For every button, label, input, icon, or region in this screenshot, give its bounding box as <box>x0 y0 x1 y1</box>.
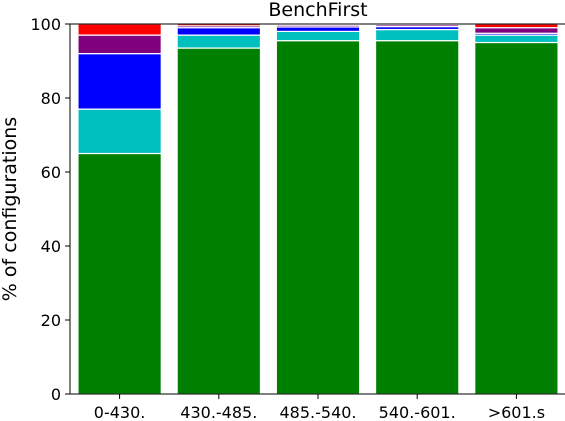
y-tick-label-4: 80 <box>41 89 61 108</box>
plot-frame <box>69 23 565 395</box>
x-tick-label-0: 0-430. <box>94 403 146 421</box>
bar-segment-1-1 <box>176 34 262 49</box>
chart-title: BenchFirst <box>268 0 367 21</box>
bar-segment-2-0 <box>275 40 361 395</box>
bar-segment-1-0 <box>176 47 262 395</box>
bar-segment-4-1 <box>474 34 559 44</box>
bar-segment-4-4 <box>474 23 559 29</box>
bar-segment-1-2 <box>176 27 262 36</box>
bars-group <box>77 23 559 395</box>
bar-segment-0-4 <box>77 23 162 36</box>
y-ticks-group: 0 20 40 60 80 100 <box>30 15 70 404</box>
y-tick-label-0: 0 <box>51 385 61 404</box>
x-tick-label-3: 540.-601. <box>379 403 456 421</box>
x-tick-label-4: >601.s <box>488 403 545 421</box>
y-tick-label-5: 100 <box>30 15 61 34</box>
x-tick-label-2: 485.-540. <box>279 403 356 421</box>
x-tick-label-1: 430.-485. <box>180 403 257 421</box>
bar-segment-4-3 <box>474 27 559 34</box>
bar-segment-0-0 <box>77 152 162 395</box>
bar-segment-0-1 <box>77 108 162 155</box>
bar-segment-3-1 <box>374 28 460 42</box>
bar-segment-0-2 <box>77 52 162 110</box>
bar-segment-2-1 <box>275 30 361 42</box>
y-axis-label: % of configurations <box>0 117 21 301</box>
bar-segment-0-3 <box>77 34 162 55</box>
bar-segment-4-0 <box>474 41 559 395</box>
y-tick-label-2: 40 <box>41 237 61 256</box>
y-tick-label-1: 20 <box>41 311 61 330</box>
bar-segment-2-2 <box>275 26 361 32</box>
bar-segment-3-0 <box>374 40 460 395</box>
y-tick-label-3: 60 <box>41 163 61 182</box>
x-ticks-group: 0-430. 430.-485. 485.-540. 540.-601. >601.s <box>94 394 545 421</box>
